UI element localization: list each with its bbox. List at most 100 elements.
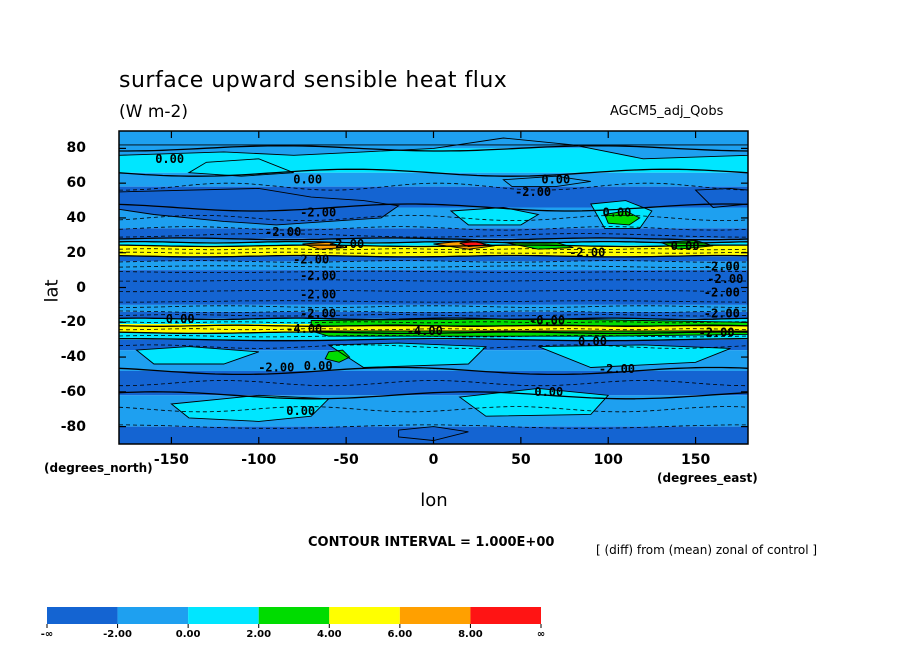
contour-label: -2.00	[300, 206, 336, 220]
contour-line	[327, 342, 487, 368]
colorbar-label: 8.00	[458, 629, 483, 640]
shading-band	[119, 172, 748, 187]
contour-label: -4.00	[286, 322, 322, 336]
contour-line	[187, 158, 294, 177]
contour-line	[135, 346, 259, 365]
contour-line	[694, 187, 748, 208]
x-tick-label: 100	[593, 452, 623, 468]
colorbar-label: 0.00	[175, 629, 201, 640]
contour-label: -2.00	[293, 253, 329, 267]
contour-line	[590, 200, 653, 229]
contour-line	[119, 187, 400, 226]
contour-label: -2.00	[599, 362, 635, 376]
contour-line	[119, 237, 748, 241]
contour-label: 0.00	[293, 173, 322, 187]
contour-label: -2.00	[569, 246, 605, 260]
colorbar-label: 2.00	[246, 629, 272, 640]
shading-band	[119, 370, 748, 396]
diff-note: [ (diff) from (mean) zonal of control ]	[596, 543, 818, 557]
contour-label: 0.00	[578, 334, 607, 348]
contour-label: 0.00	[304, 359, 333, 373]
contour-label: -0.00	[529, 314, 565, 328]
colorbar-swatch	[399, 607, 471, 624]
contour-label: -2.00	[704, 260, 740, 274]
contour-lines-layer	[119, 137, 748, 441]
contour-line	[459, 240, 487, 248]
contour-label: 0.00	[286, 404, 315, 418]
contour-label: -2.00	[328, 237, 364, 251]
shading-region	[136, 346, 259, 364]
contour-line	[503, 241, 574, 250]
contour-line	[119, 145, 748, 152]
contour-label: 0.00	[155, 152, 184, 166]
contour-line	[604, 210, 641, 226]
contour-line	[660, 240, 714, 250]
shading-region	[328, 343, 486, 368]
y-tick-label: 60	[66, 175, 86, 192]
contour-label: -2.00	[300, 268, 336, 282]
contour-line	[119, 337, 748, 342]
x-tick-label: -150	[153, 452, 189, 468]
shading-region	[398, 426, 469, 441]
y-tick-label: -60	[60, 383, 86, 400]
contour-label: 0.00	[166, 312, 195, 326]
colorbar-swatch	[470, 607, 541, 624]
chart-title: surface upward sensible heat flux	[119, 68, 508, 93]
contour-line	[502, 175, 591, 188]
contour-label: -2.00	[698, 326, 734, 340]
contour-line	[449, 207, 540, 226]
shading-region	[459, 388, 609, 417]
colorbar-label: -2.00	[103, 629, 132, 640]
colorbar-label: 4.00	[316, 629, 342, 640]
y-tick-label: 40	[66, 209, 86, 226]
shading-region	[171, 395, 329, 422]
contour-line	[170, 394, 330, 422]
shading-band	[119, 270, 748, 305]
shading-band	[119, 304, 748, 312]
contour-label: -2.00	[300, 287, 336, 301]
y-tick-label: 0	[76, 279, 86, 296]
contour-line	[119, 366, 748, 376]
colorbar-label: 6.00	[387, 629, 413, 640]
contour-label: -2.00	[515, 185, 551, 199]
y-tick-label: -80	[60, 418, 86, 435]
x-tick-label: 150	[680, 452, 711, 468]
x-unit-label: (degrees_east)	[657, 471, 758, 485]
contour-line	[398, 426, 469, 441]
shading-region	[311, 331, 748, 337]
contour-line	[119, 137, 748, 160]
shading-band	[119, 238, 748, 243]
contour-label: -2.00	[707, 272, 743, 286]
contour-label: 0.00	[603, 206, 632, 220]
contour-line	[119, 391, 748, 400]
contour-label: 0.00	[541, 173, 570, 187]
contour-line	[538, 344, 731, 368]
shading-region	[503, 176, 591, 187]
contour-line	[119, 317, 748, 321]
y-tick-label: 80	[66, 140, 86, 157]
contour-line	[119, 244, 748, 248]
contour-line	[119, 331, 748, 335]
contour-line	[119, 182, 748, 191]
contour-label: 0.00	[534, 385, 563, 399]
contour-interval-label: CONTOUR INTERVAL = 1.000E+00	[308, 535, 555, 550]
shading-region	[604, 211, 640, 225]
contour-line	[119, 168, 748, 177]
contour-label: -2.00	[704, 307, 740, 321]
colorbar-label: ∞	[536, 629, 546, 640]
y-unit-label: (degrees_north)	[44, 461, 153, 475]
contour-label: 0.00	[671, 239, 700, 253]
model-label: AGCM5_adj_Qobs	[610, 104, 724, 119]
shading-band	[119, 245, 748, 257]
shading-band	[119, 324, 748, 333]
shading-band	[119, 256, 748, 262]
shading-band	[119, 311, 748, 319]
shading-region	[188, 158, 294, 177]
x-axis-label: lon	[420, 490, 448, 511]
y-tick-label: -20	[60, 314, 86, 331]
axis-ticks	[119, 131, 748, 444]
x-tick-label: 0	[428, 452, 439, 468]
x-tick-label: -100	[241, 452, 277, 468]
shading-region	[451, 207, 539, 225]
